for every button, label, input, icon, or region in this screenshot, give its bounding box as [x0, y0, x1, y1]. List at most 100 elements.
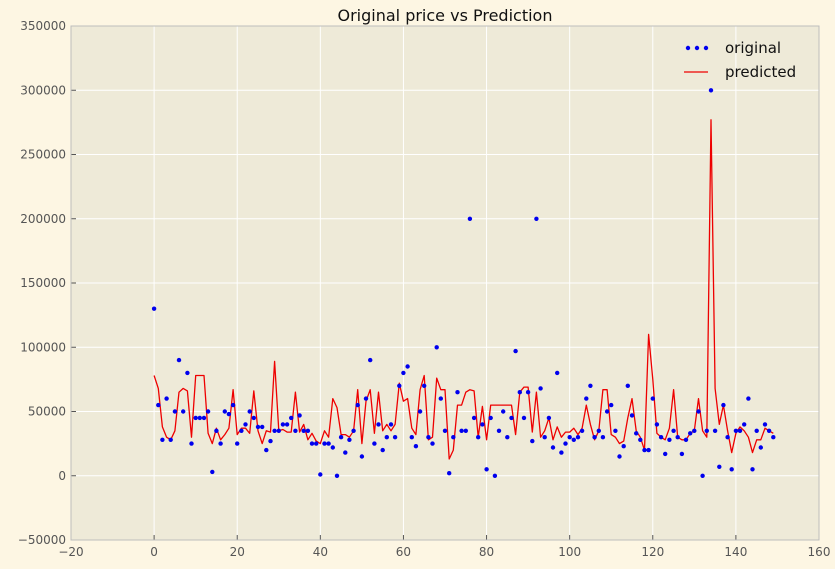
- y-tick-label: 200000: [20, 212, 66, 226]
- y-tick-label: 50000: [28, 405, 66, 419]
- original-point: [721, 402, 726, 408]
- original-point: [517, 390, 522, 395]
- original-point: [447, 471, 452, 476]
- original-point: [156, 402, 161, 408]
- legend-original-marker: [703, 45, 709, 51]
- original-point: [704, 428, 709, 433]
- original-point: [343, 450, 348, 455]
- original-point: [322, 441, 327, 446]
- original-point: [455, 390, 460, 395]
- original-point: [771, 435, 776, 440]
- original-point: [413, 444, 419, 449]
- original-point: [210, 469, 215, 475]
- original-point: [546, 415, 552, 421]
- original-point: [397, 383, 402, 388]
- original-point: [642, 447, 647, 453]
- original-point: [638, 437, 643, 442]
- original-point: [625, 383, 630, 388]
- original-point: [725, 435, 730, 440]
- original-point: [513, 348, 518, 354]
- x-tick-label: 140: [724, 545, 747, 559]
- original-point: [766, 428, 772, 433]
- original-point: [663, 451, 668, 457]
- original-point: [604, 409, 610, 414]
- original-point: [368, 357, 373, 363]
- original-point: [434, 345, 439, 350]
- original-point: [280, 422, 286, 427]
- original-point: [737, 428, 743, 433]
- original-point: [496, 428, 502, 433]
- original-point: [471, 415, 477, 421]
- original-point: [629, 413, 635, 418]
- original-point: [359, 454, 365, 459]
- legend: original predicted: [684, 39, 796, 81]
- original-point: [268, 438, 273, 444]
- original-point: [717, 464, 722, 469]
- y-tick-label: 350000: [20, 19, 66, 33]
- original-point: [621, 444, 626, 449]
- y-tick-label: 150000: [20, 276, 66, 290]
- original-point: [459, 428, 464, 433]
- x-tick-label: −20: [58, 545, 83, 559]
- y-tick-label: 250000: [20, 148, 66, 162]
- x-tick-label: 120: [641, 545, 664, 559]
- original-point: [264, 447, 269, 453]
- original-point: [334, 473, 340, 478]
- original-point: [409, 435, 414, 440]
- legend-original-marker: [685, 45, 691, 51]
- original-point: [679, 451, 685, 457]
- original-point: [563, 441, 568, 446]
- original-point: [372, 441, 377, 446]
- original-point: [530, 438, 535, 444]
- x-tick-label: 20: [230, 545, 245, 559]
- original-point: [401, 370, 406, 376]
- original-point: [567, 435, 572, 440]
- original-point: [189, 441, 194, 446]
- chart-title: Original price vs Prediction: [338, 6, 553, 25]
- original-point: [617, 454, 622, 459]
- original-point: [405, 364, 410, 369]
- original-point: [762, 422, 768, 427]
- original-point: [164, 396, 169, 401]
- original-point: [729, 467, 734, 472]
- original-point: [534, 216, 539, 221]
- original-point: [692, 428, 697, 433]
- original-point: [318, 472, 323, 477]
- original-point: [260, 424, 265, 430]
- original-point: [168, 437, 173, 442]
- original-point: [575, 435, 581, 440]
- y-tick-label: 300000: [20, 83, 66, 97]
- original-point: [172, 409, 178, 414]
- original-point: [750, 467, 755, 472]
- original-point: [667, 437, 672, 442]
- original-point: [613, 428, 618, 433]
- original-point: [650, 396, 655, 401]
- original-point: [688, 431, 693, 436]
- original-point: [467, 216, 473, 221]
- original-point: [600, 435, 606, 440]
- original-point: [463, 428, 468, 433]
- original-point: [579, 428, 585, 433]
- original-point: [185, 370, 190, 376]
- original-point: [671, 428, 676, 433]
- original-point: [488, 415, 493, 421]
- original-point: [438, 396, 443, 401]
- original-point: [392, 435, 398, 440]
- original-point: [272, 428, 277, 433]
- original-point: [243, 422, 248, 427]
- original-point: [742, 422, 747, 427]
- original-point: [384, 435, 389, 440]
- original-point: [255, 424, 261, 430]
- x-tick-label: 0: [150, 545, 158, 559]
- original-point: [326, 441, 331, 446]
- original-point: [442, 428, 448, 433]
- original-point: [538, 386, 543, 391]
- original-point: [181, 409, 186, 414]
- original-point: [646, 447, 651, 453]
- y-tick-label: 100000: [20, 340, 66, 354]
- original-point: [363, 396, 369, 401]
- original-point: [226, 411, 232, 417]
- original-point: [592, 435, 597, 440]
- original-point: [351, 428, 356, 433]
- original-point: [347, 437, 352, 442]
